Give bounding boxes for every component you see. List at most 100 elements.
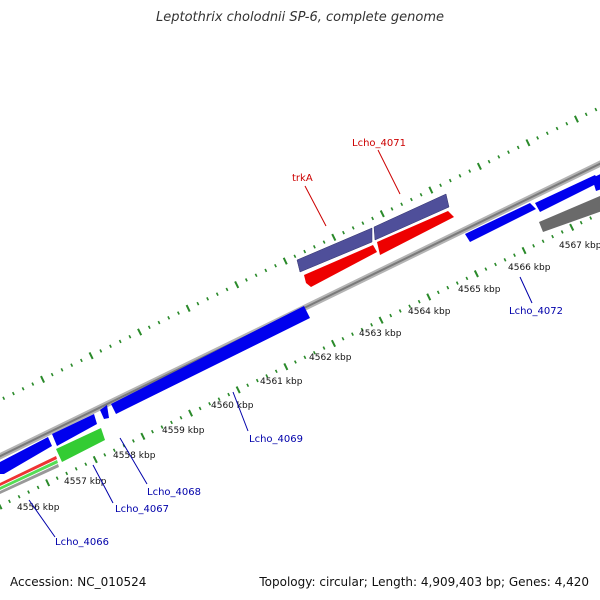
cds-reverse-colored-track-red[interactable] <box>0 456 57 486</box>
outer-tick-major <box>573 115 579 123</box>
outer-tick-minor <box>400 202 404 207</box>
gene-label-lcho4066[interactable]: Lcho_4066 <box>55 537 109 548</box>
outer-tick-major <box>331 233 337 242</box>
cds-forward-purple-2[interactable] <box>373 193 450 241</box>
inner-tick-minor <box>74 467 78 471</box>
cds-forward-purple-1[interactable] <box>296 227 373 273</box>
inner-tick-minor <box>150 429 154 434</box>
tick-label-4566: 4566 kbp <box>508 263 551 273</box>
outer-tick-major <box>234 280 240 289</box>
cds-reverse-blue-1[interactable] <box>0 437 52 474</box>
outer-tick-major <box>282 257 288 265</box>
inner-tick-minor <box>84 462 88 466</box>
inner-tick-minor <box>217 397 221 401</box>
gene-label-lcho4067[interactable]: Lcho_4067 <box>115 504 169 515</box>
gene-forward-red-1[interactable] <box>304 245 377 287</box>
outer-tick-major <box>476 162 482 171</box>
inner-tick-minor <box>246 383 250 388</box>
outer-tick-minor <box>545 131 549 136</box>
outer-tick-major <box>137 328 143 336</box>
tick-label-4558: 4558 kbp <box>113 451 156 461</box>
leader-line-lcho4069 <box>232 391 249 432</box>
outer-tick-minor <box>487 159 491 164</box>
gene-label-lcho4071[interactable]: Lcho_4071 <box>352 138 406 149</box>
gene-forward-red-2[interactable] <box>377 211 454 255</box>
inner-tick-minor <box>513 253 516 257</box>
outer-tick-minor <box>439 183 443 188</box>
tick-label-4564: 4564 kbp <box>408 307 451 317</box>
inner-tick-minor <box>341 336 345 341</box>
tick-label-4563: 4563 kbp <box>359 329 402 339</box>
gene-label-trkA[interactable]: trkA <box>292 173 313 184</box>
inner-tick-minor <box>312 350 316 355</box>
inner-tick-major <box>473 270 479 278</box>
inner-tick-minor <box>370 323 374 327</box>
inner-tick-minor <box>65 471 69 476</box>
inner-tick-row <box>0 216 593 510</box>
outer-tick-minor <box>322 240 326 244</box>
tick-label-4567: 4567 kbp <box>559 241 600 251</box>
inner-tick-minor <box>303 355 307 360</box>
gene-label-lcho4068[interactable]: Lcho_4068 <box>147 487 201 498</box>
inner-tick-minor <box>55 476 59 480</box>
inner-tick-major <box>140 432 146 441</box>
cds-forward-blue-3[interactable] <box>592 172 600 191</box>
outer-tick-minor <box>176 311 180 315</box>
outer-tick-minor <box>371 216 375 221</box>
inner-tick-minor <box>351 332 354 336</box>
inner-tick-minor <box>255 378 259 383</box>
gene-label-lcho4072[interactable]: Lcho_4072 <box>509 306 563 317</box>
outer-tick-minor <box>99 349 103 353</box>
outer-tick-minor <box>516 145 520 150</box>
inner-tick-minor <box>170 420 173 425</box>
cds-reverse-blue-4[interactable] <box>111 306 310 414</box>
outer-tick-minor <box>50 372 54 377</box>
inner-tick-minor <box>494 262 497 267</box>
scale-tick-labels: 4556 kbp 4557 kbp 4558 kbp 4559 kbp 4560 kbp… <box>17 241 600 513</box>
cds-forward-blue-1[interactable] <box>465 203 536 242</box>
outer-tick-minor <box>565 121 569 126</box>
leader-line-trkA <box>304 185 327 227</box>
outer-tick-minor <box>254 273 258 278</box>
inner-tick-major <box>188 409 193 417</box>
outer-tick-minor <box>21 387 25 391</box>
inner-tick-minor <box>589 216 593 220</box>
outer-tick-minor <box>351 226 355 230</box>
outer-tick-minor <box>157 320 161 325</box>
outer-tick-minor <box>312 245 316 249</box>
outer-tick-minor <box>584 112 588 117</box>
tick-label-4561: 4561 kbp <box>260 377 303 387</box>
gene-label-lcho4069[interactable]: Lcho_4069 <box>249 434 303 445</box>
outer-tick-row <box>2 107 598 401</box>
cds-reverse-blue-3[interactable] <box>100 405 109 419</box>
cds-reverse-blue-2[interactable] <box>52 414 97 446</box>
inner-tick-minor <box>27 490 31 494</box>
tick-label-4556: 4556 kbp <box>17 503 60 513</box>
cds-forward-gray[interactable] <box>539 196 600 232</box>
inner-tick-minor <box>408 304 412 309</box>
inner-tick-major <box>521 246 527 255</box>
outer-tick-minor <box>206 297 210 301</box>
inner-tick-minor <box>36 485 40 490</box>
outer-tick-minor <box>225 287 229 292</box>
inner-tick-major <box>235 386 241 394</box>
inner-tick-major <box>92 455 98 464</box>
cds-forward-blue-2[interactable] <box>535 175 600 212</box>
outer-tick-minor <box>594 107 598 112</box>
cds-reverse-colored-track-gray[interactable] <box>0 464 59 494</box>
outer-tick-minor <box>167 316 171 320</box>
outer-tick-minor <box>196 301 200 306</box>
outer-tick-minor <box>468 169 472 173</box>
outer-tick-minor <box>293 254 297 259</box>
outer-tick-major <box>185 304 191 313</box>
inner-tick-minor <box>560 230 564 234</box>
leader-line-lcho4071 <box>377 149 401 195</box>
outer-tick-minor <box>70 363 74 367</box>
inner-tick-minor <box>112 448 116 453</box>
cds-reverse-colored-track-green[interactable] <box>0 460 58 490</box>
cds-reverse-green[interactable] <box>56 428 105 462</box>
inner-tick-major <box>0 503 3 510</box>
inner-tick-minor <box>227 392 231 397</box>
tick-label-4560: 4560 kbp <box>211 401 254 411</box>
